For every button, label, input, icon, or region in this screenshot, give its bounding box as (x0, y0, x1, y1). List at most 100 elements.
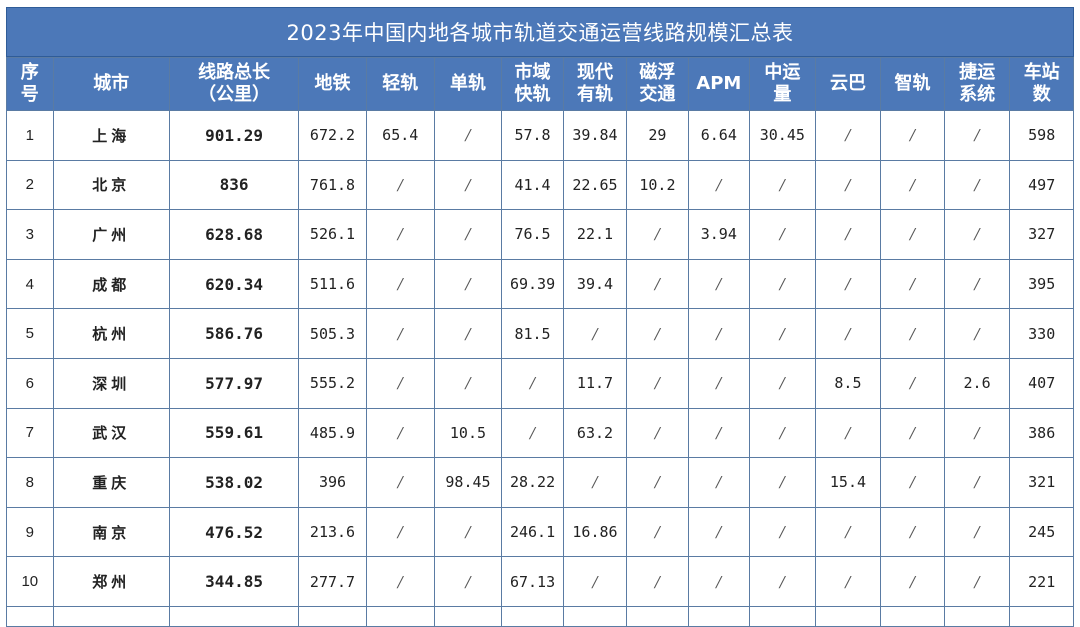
cell-medium: / (749, 457, 816, 508)
cell-empty (687, 605, 751, 627)
cell-empty (501, 605, 564, 627)
cell-smart-rail: / (880, 457, 945, 508)
cell-stations: 497 (1009, 159, 1074, 211)
column-header-line: 有轨 (576, 84, 613, 105)
column-header-line: 快轨 (514, 84, 551, 105)
cell-stations: 221 (1009, 556, 1074, 607)
table-row: 2 北京 836 761.8//41.4 22.65 10.2// / //497 (6, 159, 1074, 211)
cell-light-rail: / (365, 407, 435, 459)
cell-total: 620.34 (168, 258, 300, 310)
cell-seq: 2 (6, 159, 54, 211)
cell-rapid: / (943, 457, 1011, 508)
cell-rapid: / (943, 258, 1011, 310)
cell-tram: 63.2 (562, 407, 628, 459)
column-header-line: 智轨 (894, 73, 931, 94)
cell-metro: 485.9 (298, 407, 367, 459)
cell-monorail: / (433, 506, 503, 558)
column-header-line: 数 (1032, 84, 1051, 105)
cell-total: 586.76 (168, 308, 300, 359)
cell-empty (1009, 605, 1074, 627)
cell-light-rail: / (365, 159, 435, 211)
cell-monorail: / (433, 258, 503, 310)
cell-monorail: 98.45 (433, 457, 503, 508)
cell-smart-rail: / (880, 407, 945, 459)
cell-stations: 395 (1009, 258, 1074, 310)
cell-rapid: / (943, 209, 1011, 260)
cell-city: 郑州 (52, 556, 171, 607)
cell-city: 成都 (52, 258, 171, 310)
column-header-metro: 地铁 (298, 57, 367, 111)
cell-maglev: / (626, 209, 689, 260)
cell-empty (880, 605, 945, 627)
cell-smart-rail: / (880, 110, 945, 161)
cell-seq: 5 (6, 308, 54, 359)
cell-smart-rail: / (880, 556, 945, 607)
cell-total: 577.97 (168, 357, 300, 409)
cell-apm: / (687, 258, 751, 310)
cell-maglev: / (626, 407, 689, 459)
cell-monorail: / (433, 357, 503, 409)
cell-empty (168, 605, 300, 627)
column-header-tram: 现代 有轨 (562, 57, 628, 111)
cell-total: 836 (168, 159, 300, 211)
column-header-line: （公里） (198, 84, 271, 105)
cell-light-rail: / (365, 308, 435, 359)
cell-seq: 8 (6, 457, 54, 508)
cell-total: 476.52 (168, 506, 300, 558)
cell-rapid: / (943, 556, 1011, 607)
cell-medium: 30.45 (749, 110, 816, 161)
cell-seq: 7 (6, 407, 54, 459)
cell-empty (365, 605, 435, 627)
cell-total: 538.02 (168, 457, 300, 508)
cell-medium: / (749, 159, 816, 211)
column-header-line: 交通 (639, 84, 676, 105)
cell-suburban: / (501, 407, 564, 459)
cell-medium: / (749, 357, 816, 409)
column-header-medium: 中运量 (749, 57, 816, 111)
cell-city: 北京 (52, 159, 171, 211)
cell-tram: 11.7 (562, 357, 628, 409)
cell-skyrail: / (814, 407, 882, 459)
column-header-line: 轻轨 (382, 73, 419, 94)
table-row: 7 武汉 559.61 485.9/10.5/63.2// / / //386 (6, 407, 1074, 459)
table-row: 3 广州 628.68 526.1//76.5 22.1/3.94// //327 (6, 209, 1074, 260)
column-header-total: 线路总长 （公里） (168, 57, 300, 111)
cell-rapid: / (943, 308, 1011, 359)
cell-city: 上海 (52, 110, 171, 161)
cell-smart-rail: / (880, 258, 945, 310)
table-title: 2023年中国内地各城市轨道交通运营线路规模汇总表 (6, 7, 1074, 57)
cell-monorail: 10.5 (433, 407, 503, 459)
cell-smart-rail: / (880, 209, 945, 260)
cell-apm: / (687, 407, 751, 459)
column-header-line: 单轨 (449, 73, 486, 94)
cell-skyrail: 15.4 (814, 457, 882, 508)
cell-empty (6, 605, 54, 627)
cell-medium: / (749, 308, 816, 359)
cell-skyrail: / (814, 209, 882, 260)
column-header-suburban: 市域 快轨 (501, 57, 564, 111)
cell-skyrail: / (814, 159, 882, 211)
cell-suburban: 76.5 (501, 209, 564, 260)
cell-rapid: / (943, 110, 1011, 161)
cell-empty (562, 605, 628, 627)
column-header-maglev: 磁浮 交通 (626, 57, 689, 111)
column-header-smart-rail: 智轨 (880, 57, 945, 111)
cell-maglev: / (626, 258, 689, 310)
cell-maglev: / (626, 556, 689, 607)
cell-tram: / (562, 457, 628, 508)
cell-city: 南京 (52, 506, 171, 558)
cell-maglev: / (626, 357, 689, 409)
cell-metro: 672.2 (298, 110, 367, 161)
cell-total: 628.68 (168, 209, 300, 260)
column-header-line: 号 (20, 84, 39, 105)
cell-seq: 4 (6, 258, 54, 310)
header-row: 序号城市 线路总长 （公里） 地铁 轻轨 单轨 市域 快轨 现代 有轨 磁浮 交通 APM 中运量云巴 智轨… (6, 57, 1074, 111)
cell-apm: / (687, 457, 751, 508)
table-row: 5 杭州 586.76 505.3//81.5// / / / //330 (6, 308, 1074, 359)
column-header-monorail: 单轨 (433, 57, 503, 111)
cell-metro: 511.6 (298, 258, 367, 310)
cell-city: 深圳 (52, 357, 171, 409)
cell-skyrail: / (814, 506, 882, 558)
cell-monorail: / (433, 159, 503, 211)
cell-metro: 396 (298, 457, 367, 508)
